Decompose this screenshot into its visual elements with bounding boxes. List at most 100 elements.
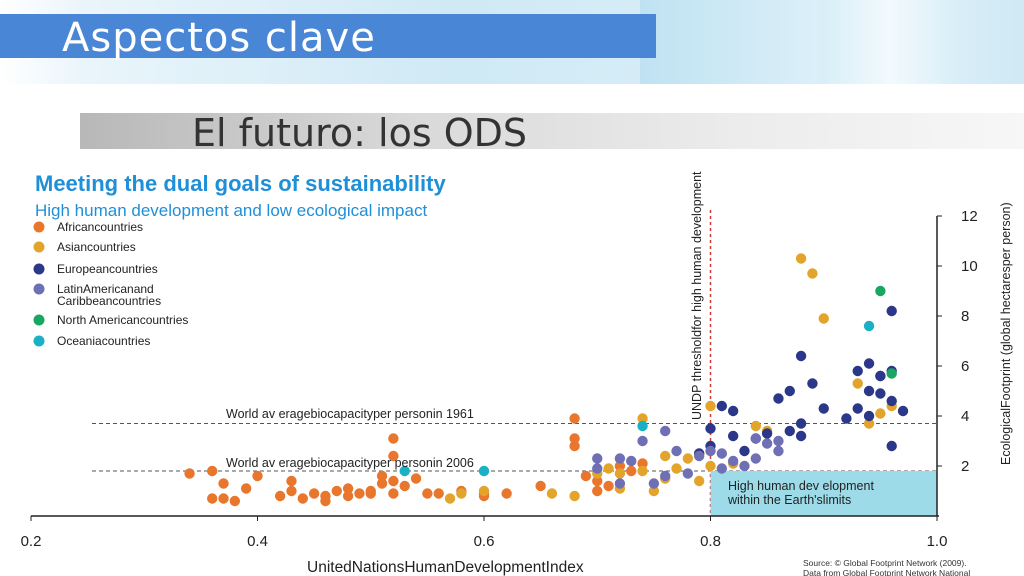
data-point bbox=[286, 475, 297, 487]
data-point bbox=[331, 485, 342, 497]
data-point bbox=[863, 418, 875, 429]
data-point bbox=[682, 453, 694, 464]
data-point bbox=[750, 433, 761, 444]
data-point bbox=[592, 453, 603, 464]
legend-swatch bbox=[33, 221, 45, 233]
data-point bbox=[184, 468, 195, 479]
y-tick-label: 8 bbox=[961, 308, 969, 325]
legend-swatch bbox=[33, 241, 45, 253]
data-point bbox=[875, 388, 886, 399]
data-point bbox=[535, 480, 546, 492]
data-point bbox=[727, 430, 739, 442]
data-point bbox=[388, 450, 399, 462]
data-point bbox=[818, 313, 829, 324]
legend-label: Europeancountries bbox=[57, 262, 158, 276]
data-point bbox=[841, 413, 852, 424]
data-point bbox=[614, 453, 626, 464]
data-point bbox=[795, 350, 807, 362]
slide-subtitle: El futuro: los ODS bbox=[192, 111, 527, 155]
legend-label: Oceaniacountries bbox=[57, 334, 150, 348]
data-point bbox=[433, 488, 444, 499]
data-point bbox=[456, 488, 467, 499]
data-point bbox=[603, 480, 614, 492]
data-point bbox=[410, 473, 422, 484]
legend-swatch bbox=[33, 314, 45, 326]
data-point bbox=[727, 405, 739, 417]
y-tick-label: 4 bbox=[961, 408, 969, 425]
data-point bbox=[229, 495, 241, 507]
data-point bbox=[886, 305, 897, 317]
source-line-1: Source: © Global Footprint Network (2009… bbox=[803, 558, 967, 568]
data-point bbox=[354, 488, 365, 499]
data-point bbox=[286, 485, 297, 497]
data-point bbox=[875, 408, 886, 419]
ref-line-label-2006: World av eragebiocapacityper personin 20… bbox=[226, 456, 474, 470]
data-point bbox=[784, 385, 795, 397]
earth-limits-box bbox=[710, 471, 937, 516]
data-point bbox=[501, 488, 512, 499]
data-point bbox=[592, 475, 603, 487]
data-point bbox=[388, 433, 399, 444]
threshold-label: UNDP thresholdfor high human development bbox=[690, 171, 704, 420]
data-point bbox=[218, 478, 229, 489]
data-point bbox=[207, 493, 218, 504]
box-label-line1: High human dev elopment bbox=[728, 479, 874, 493]
y-tick-label: 2 bbox=[961, 458, 969, 475]
data-point bbox=[342, 490, 354, 502]
data-point bbox=[886, 368, 897, 379]
legend-swatch bbox=[33, 283, 45, 295]
data-point bbox=[444, 493, 456, 504]
data-point bbox=[716, 463, 728, 474]
y-tick-label: 6 bbox=[961, 358, 969, 375]
data-point bbox=[852, 403, 863, 414]
legend-label: Asiancountries bbox=[57, 240, 136, 254]
data-point bbox=[637, 458, 648, 469]
data-point bbox=[637, 465, 648, 477]
data-point bbox=[863, 385, 875, 397]
data-point bbox=[863, 410, 875, 422]
data-point bbox=[580, 470, 592, 482]
data-point bbox=[218, 493, 229, 504]
data-point bbox=[671, 463, 682, 474]
data-point bbox=[693, 475, 705, 487]
data-point bbox=[660, 450, 671, 462]
data-point bbox=[750, 420, 761, 432]
data-point bbox=[705, 423, 716, 434]
data-point bbox=[274, 490, 286, 502]
data-point bbox=[852, 378, 863, 389]
subtitle-bar bbox=[80, 113, 1024, 149]
x-tick-label: 0.6 bbox=[474, 533, 495, 550]
data-point bbox=[739, 460, 750, 472]
data-point bbox=[569, 440, 580, 452]
data-point bbox=[875, 285, 886, 297]
title-bar bbox=[0, 14, 656, 58]
data-point bbox=[388, 475, 399, 487]
data-point bbox=[875, 370, 886, 382]
data-point bbox=[886, 440, 897, 452]
data-point bbox=[761, 428, 773, 439]
data-point bbox=[399, 465, 410, 477]
data-point bbox=[784, 425, 795, 437]
legend-swatch bbox=[33, 335, 45, 347]
data-point bbox=[705, 460, 716, 472]
data-point bbox=[705, 445, 716, 457]
data-point bbox=[807, 378, 818, 389]
data-point bbox=[637, 413, 648, 424]
data-point bbox=[648, 485, 660, 497]
data-point bbox=[365, 485, 376, 497]
data-point bbox=[614, 460, 626, 472]
slide-title: Aspectos clave bbox=[62, 15, 376, 61]
source-line-2: Data from Global Footprint Network Natio… bbox=[803, 568, 970, 576]
data-point bbox=[342, 483, 354, 494]
legend-label: Caribbeancountries bbox=[57, 294, 161, 308]
legend-label: Africancountries bbox=[57, 220, 143, 234]
chart-subtitle: High human development and low ecologica… bbox=[35, 201, 427, 220]
y-axis-label: EcologicalFootprint (global hectaresper … bbox=[999, 202, 1013, 465]
data-point bbox=[626, 455, 637, 467]
data-point bbox=[388, 488, 399, 499]
data-point bbox=[592, 463, 603, 474]
x-tick-label: 1.0 bbox=[927, 533, 948, 550]
data-point bbox=[761, 438, 773, 449]
data-point bbox=[422, 488, 433, 499]
